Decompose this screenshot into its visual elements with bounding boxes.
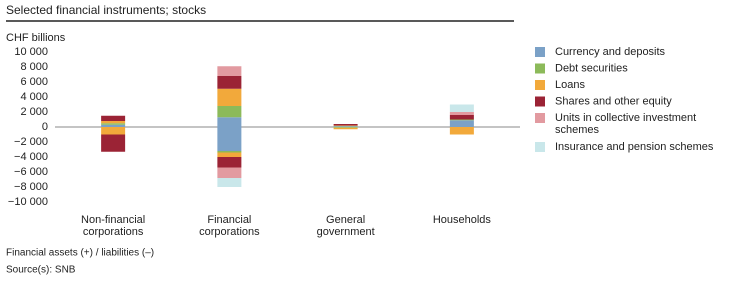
bar-segment <box>333 126 358 127</box>
bar-segment <box>449 112 474 115</box>
footnote: Financial assets (+) / liabilities (–) <box>6 248 154 259</box>
bar-segment <box>217 151 242 153</box>
y-tick-label: −10 000 <box>8 196 48 208</box>
bar-segment <box>333 127 358 128</box>
bar-segment <box>101 134 126 152</box>
bar-segment <box>449 119 474 121</box>
legend-label: Debt securities <box>555 62 628 74</box>
y-tick-label: 6 000 <box>20 76 48 88</box>
y-axis-label: CHF billions <box>6 32 66 44</box>
bar-segment <box>217 117 242 127</box>
bar-segment <box>449 104 474 112</box>
bar-segment <box>217 76 242 89</box>
bar-segment <box>101 115 126 121</box>
legend-swatch <box>535 80 545 90</box>
legend-swatch <box>535 113 545 123</box>
legend-label: Insurance and pension schemes <box>555 141 714 153</box>
y-tick-label: 2 000 <box>20 106 48 118</box>
y-tick-label: −6 000 <box>14 166 48 178</box>
bar-segment <box>217 152 242 157</box>
bar-segment <box>217 178 242 187</box>
bar-segment <box>217 157 242 168</box>
bar-segment <box>449 120 474 127</box>
source: Source(s): SNB <box>6 265 76 276</box>
legend-label: Currency and deposits <box>555 46 666 58</box>
bar-segment <box>217 127 242 151</box>
y-tick-label: 0 <box>42 121 48 133</box>
x-tick-label: Financial corporations <box>199 214 260 238</box>
bar-segment <box>101 121 126 124</box>
legend-swatch <box>535 63 545 74</box>
bar-segment <box>217 66 242 76</box>
bar-segment <box>333 127 358 130</box>
bar-segment <box>217 167 242 178</box>
bar-segment <box>101 123 126 125</box>
legend-swatch <box>535 142 545 152</box>
bar-segment <box>217 88 242 106</box>
legend-swatch <box>535 47 545 57</box>
y-tick-label: −4 000 <box>14 151 48 163</box>
bar-segment <box>333 124 358 126</box>
x-tick-label: Non-financial corporations <box>81 214 145 238</box>
x-tick-label: Households <box>433 214 492 226</box>
chart-title: Selected financial instruments; stocks <box>6 3 206 17</box>
legend-label: Units in collective investment schemes <box>555 112 696 136</box>
bar-segment <box>101 127 126 135</box>
y-tick-label: 8 000 <box>20 61 48 73</box>
legend-label: Loans <box>555 79 585 91</box>
bar-segment <box>101 124 126 127</box>
bar-segment <box>449 115 474 120</box>
bar-segment <box>217 106 242 118</box>
legend-label: Shares and other equity <box>555 95 672 107</box>
y-tick-label: −2 000 <box>14 136 48 148</box>
y-tick-label: 10 000 <box>14 46 48 58</box>
y-tick-label: −8 000 <box>14 181 48 193</box>
x-tick-label: General government <box>317 214 375 238</box>
legend-swatch <box>535 96 545 107</box>
y-tick-label: 4 000 <box>20 91 48 103</box>
bar-segment <box>449 127 474 135</box>
